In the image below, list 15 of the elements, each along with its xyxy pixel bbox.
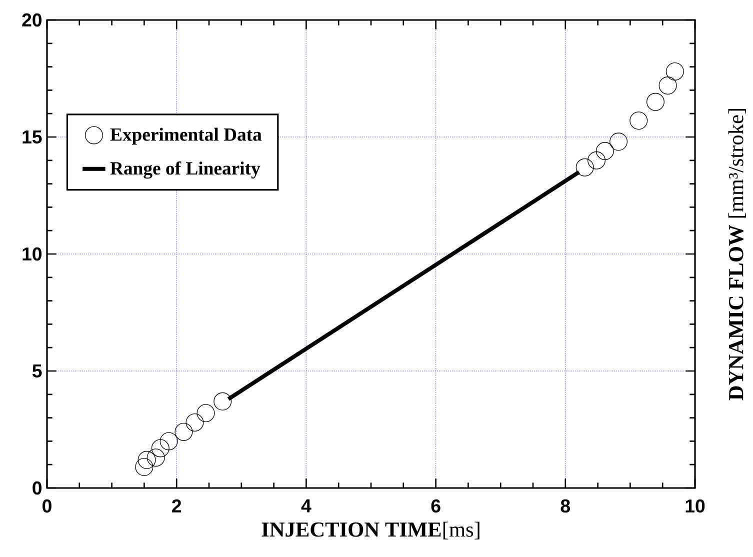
y-tick-label: 20 (22, 13, 42, 27)
y-tick-label: 5 (32, 364, 42, 378)
legend-label: Experimental Data (110, 128, 262, 145)
y-tick-label: 10 (22, 247, 42, 261)
y-tick-label: 15 (22, 130, 42, 144)
x-tick-label: 6 (431, 499, 440, 513)
legend-label: Range of Linearity (110, 161, 260, 179)
x-tick-label: 2 (172, 499, 182, 512)
x-tick-label: 8 (560, 499, 570, 513)
x-tick-label: 0 (42, 499, 52, 513)
y-axis-title: DYNAMIC FLOW [mm³/stroke] (728, 108, 746, 400)
y-tick-label: 0 (32, 481, 42, 495)
x-tick-label: 4 (301, 499, 312, 512)
x-axis-title: INJECTION TIME[ms] (262, 522, 480, 540)
x-tick-label: 10 (686, 499, 705, 513)
